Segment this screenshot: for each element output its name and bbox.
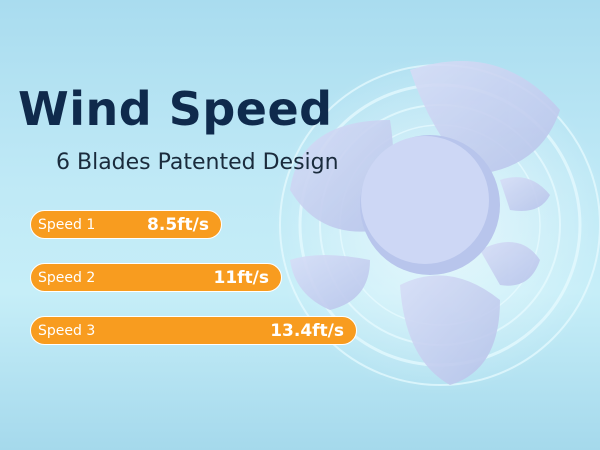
speed-bar-3: Speed 3 13.4ft/s xyxy=(30,316,357,345)
speed-value: 11ft/s xyxy=(213,267,269,288)
speed-label: Speed 2 xyxy=(38,269,96,286)
speed-bar-2: Speed 2 11ft/s xyxy=(30,263,282,292)
speed-label: Speed 3 xyxy=(38,322,96,339)
speed-label: Speed 1 xyxy=(38,216,96,233)
page-title: Wind Speed xyxy=(18,82,333,136)
speed-value: 8.5ft/s xyxy=(147,214,209,235)
subtitle: 6 Blades Patented Design xyxy=(56,150,339,175)
speed-value: 13.4ft/s xyxy=(270,320,344,341)
speed-bar-1: Speed 1 8.5ft/s xyxy=(30,210,222,239)
